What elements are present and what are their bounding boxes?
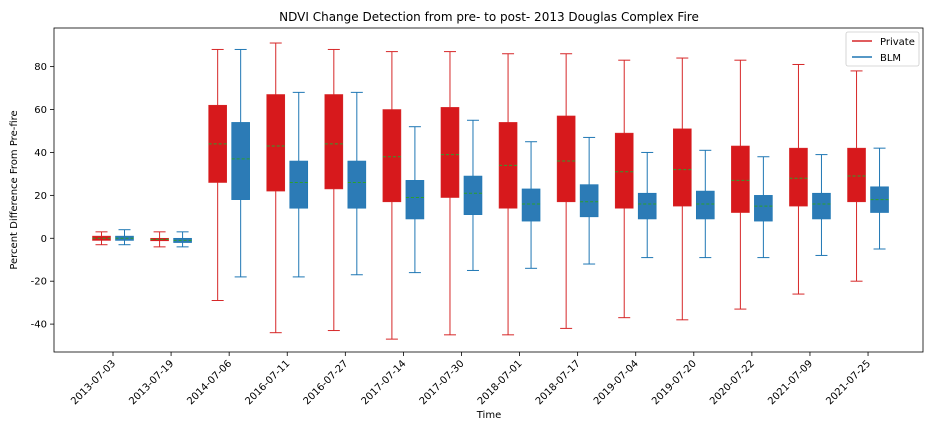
- series-blm: [115, 48, 889, 278]
- x-tick-label: 2020-07-22: [708, 358, 757, 407]
- chart-title: NDVI Change Detection from pre- to post-…: [279, 10, 699, 24]
- box-blm: [521, 141, 541, 269]
- series-private: [92, 42, 866, 340]
- box-private: [847, 70, 866, 282]
- box-series-group: [92, 42, 889, 340]
- iqr-box: [847, 147, 866, 203]
- legend-label-blm: BLM: [880, 53, 901, 64]
- x-axis: 2013-07-03 2013-07-19 2014-07-06 2016-07-11…: [69, 352, 873, 407]
- box-blm: [173, 231, 192, 248]
- x-tick-label: 2021-07-09: [766, 358, 815, 407]
- x-tick-label: 2013-07-19: [127, 358, 176, 407]
- box-private: [789, 63, 808, 295]
- x-tick-label: 2013-07-03: [69, 358, 118, 407]
- legend: Private BLM: [845, 31, 920, 67]
- box-blm: [405, 126, 425, 274]
- box-blm: [115, 229, 134, 246]
- box-blm: [870, 147, 889, 250]
- y-tick-label: 40: [34, 148, 47, 159]
- iqr-box: [521, 188, 541, 222]
- box-blm: [695, 149, 715, 259]
- y-tick-label: 80: [34, 62, 47, 73]
- iqr-box: [440, 107, 460, 198]
- iqr-box: [382, 109, 402, 203]
- y-tick-label: 20: [34, 191, 47, 202]
- iqr-box: [463, 175, 483, 215]
- iqr-box: [405, 180, 425, 220]
- iqr-box: [324, 94, 344, 190]
- box-private: [150, 231, 169, 248]
- box-blm: [754, 156, 773, 259]
- box-private: [672, 57, 692, 321]
- iqr-box: [266, 94, 286, 192]
- x-tick-label: 2019-07-04: [592, 358, 641, 407]
- iqr-box: [556, 115, 576, 203]
- box-private: [382, 51, 402, 340]
- iqr-box: [754, 195, 773, 222]
- box-private: [440, 51, 460, 336]
- y-tick-label: -20: [31, 277, 47, 288]
- y-tick-label: 0: [41, 234, 47, 245]
- box-private: [556, 53, 576, 329]
- box-blm: [463, 119, 483, 271]
- box-blm: [637, 151, 657, 259]
- x-tick-label: 2018-07-01: [476, 358, 525, 407]
- iqr-box: [614, 132, 634, 209]
- box-blm: [231, 48, 250, 278]
- x-tick-label: 2016-07-11: [243, 358, 292, 407]
- box-private: [324, 48, 344, 332]
- box-blm: [347, 91, 367, 276]
- x-tick-label: 2017-07-14: [360, 358, 409, 407]
- y-tick-label: 60: [34, 105, 47, 116]
- iqr-box: [672, 128, 692, 207]
- iqr-box: [731, 145, 750, 213]
- iqr-box: [579, 184, 599, 218]
- iqr-box: [231, 122, 250, 200]
- legend-label-private: Private: [880, 37, 915, 48]
- x-tick-label: 2018-07-17: [534, 358, 583, 407]
- x-axis-title: Time: [476, 410, 501, 421]
- x-tick-label: 2017-07-30: [418, 358, 467, 407]
- box-blm: [579, 136, 599, 265]
- box-private: [614, 59, 634, 319]
- iqr-box: [812, 192, 831, 220]
- box-private: [498, 53, 518, 336]
- plot-area-frame: [53, 27, 924, 353]
- box-blm: [812, 154, 831, 256]
- box-private: [208, 48, 227, 302]
- iqr-box: [289, 160, 309, 209]
- y-tick-label: -40: [31, 320, 47, 331]
- box-private: [92, 231, 111, 246]
- x-tick-label: 2019-07-20: [650, 358, 699, 407]
- iqr-box: [347, 160, 367, 209]
- box-private: [731, 59, 750, 310]
- iqr-box: [789, 147, 808, 207]
- x-tick-label: 2014-07-06: [185, 358, 234, 407]
- box-blm: [289, 91, 309, 278]
- y-axis-title: Percent Difference From Pre-fire: [9, 110, 20, 269]
- iqr-box: [695, 190, 715, 220]
- x-tick-label: 2021-07-25: [824, 358, 873, 407]
- y-axis: -40 -20 0 20 40 60 80: [31, 62, 54, 331]
- x-tick-label: 2016-07-27: [302, 358, 351, 407]
- box-private: [266, 42, 286, 334]
- iqr-box: [637, 192, 657, 220]
